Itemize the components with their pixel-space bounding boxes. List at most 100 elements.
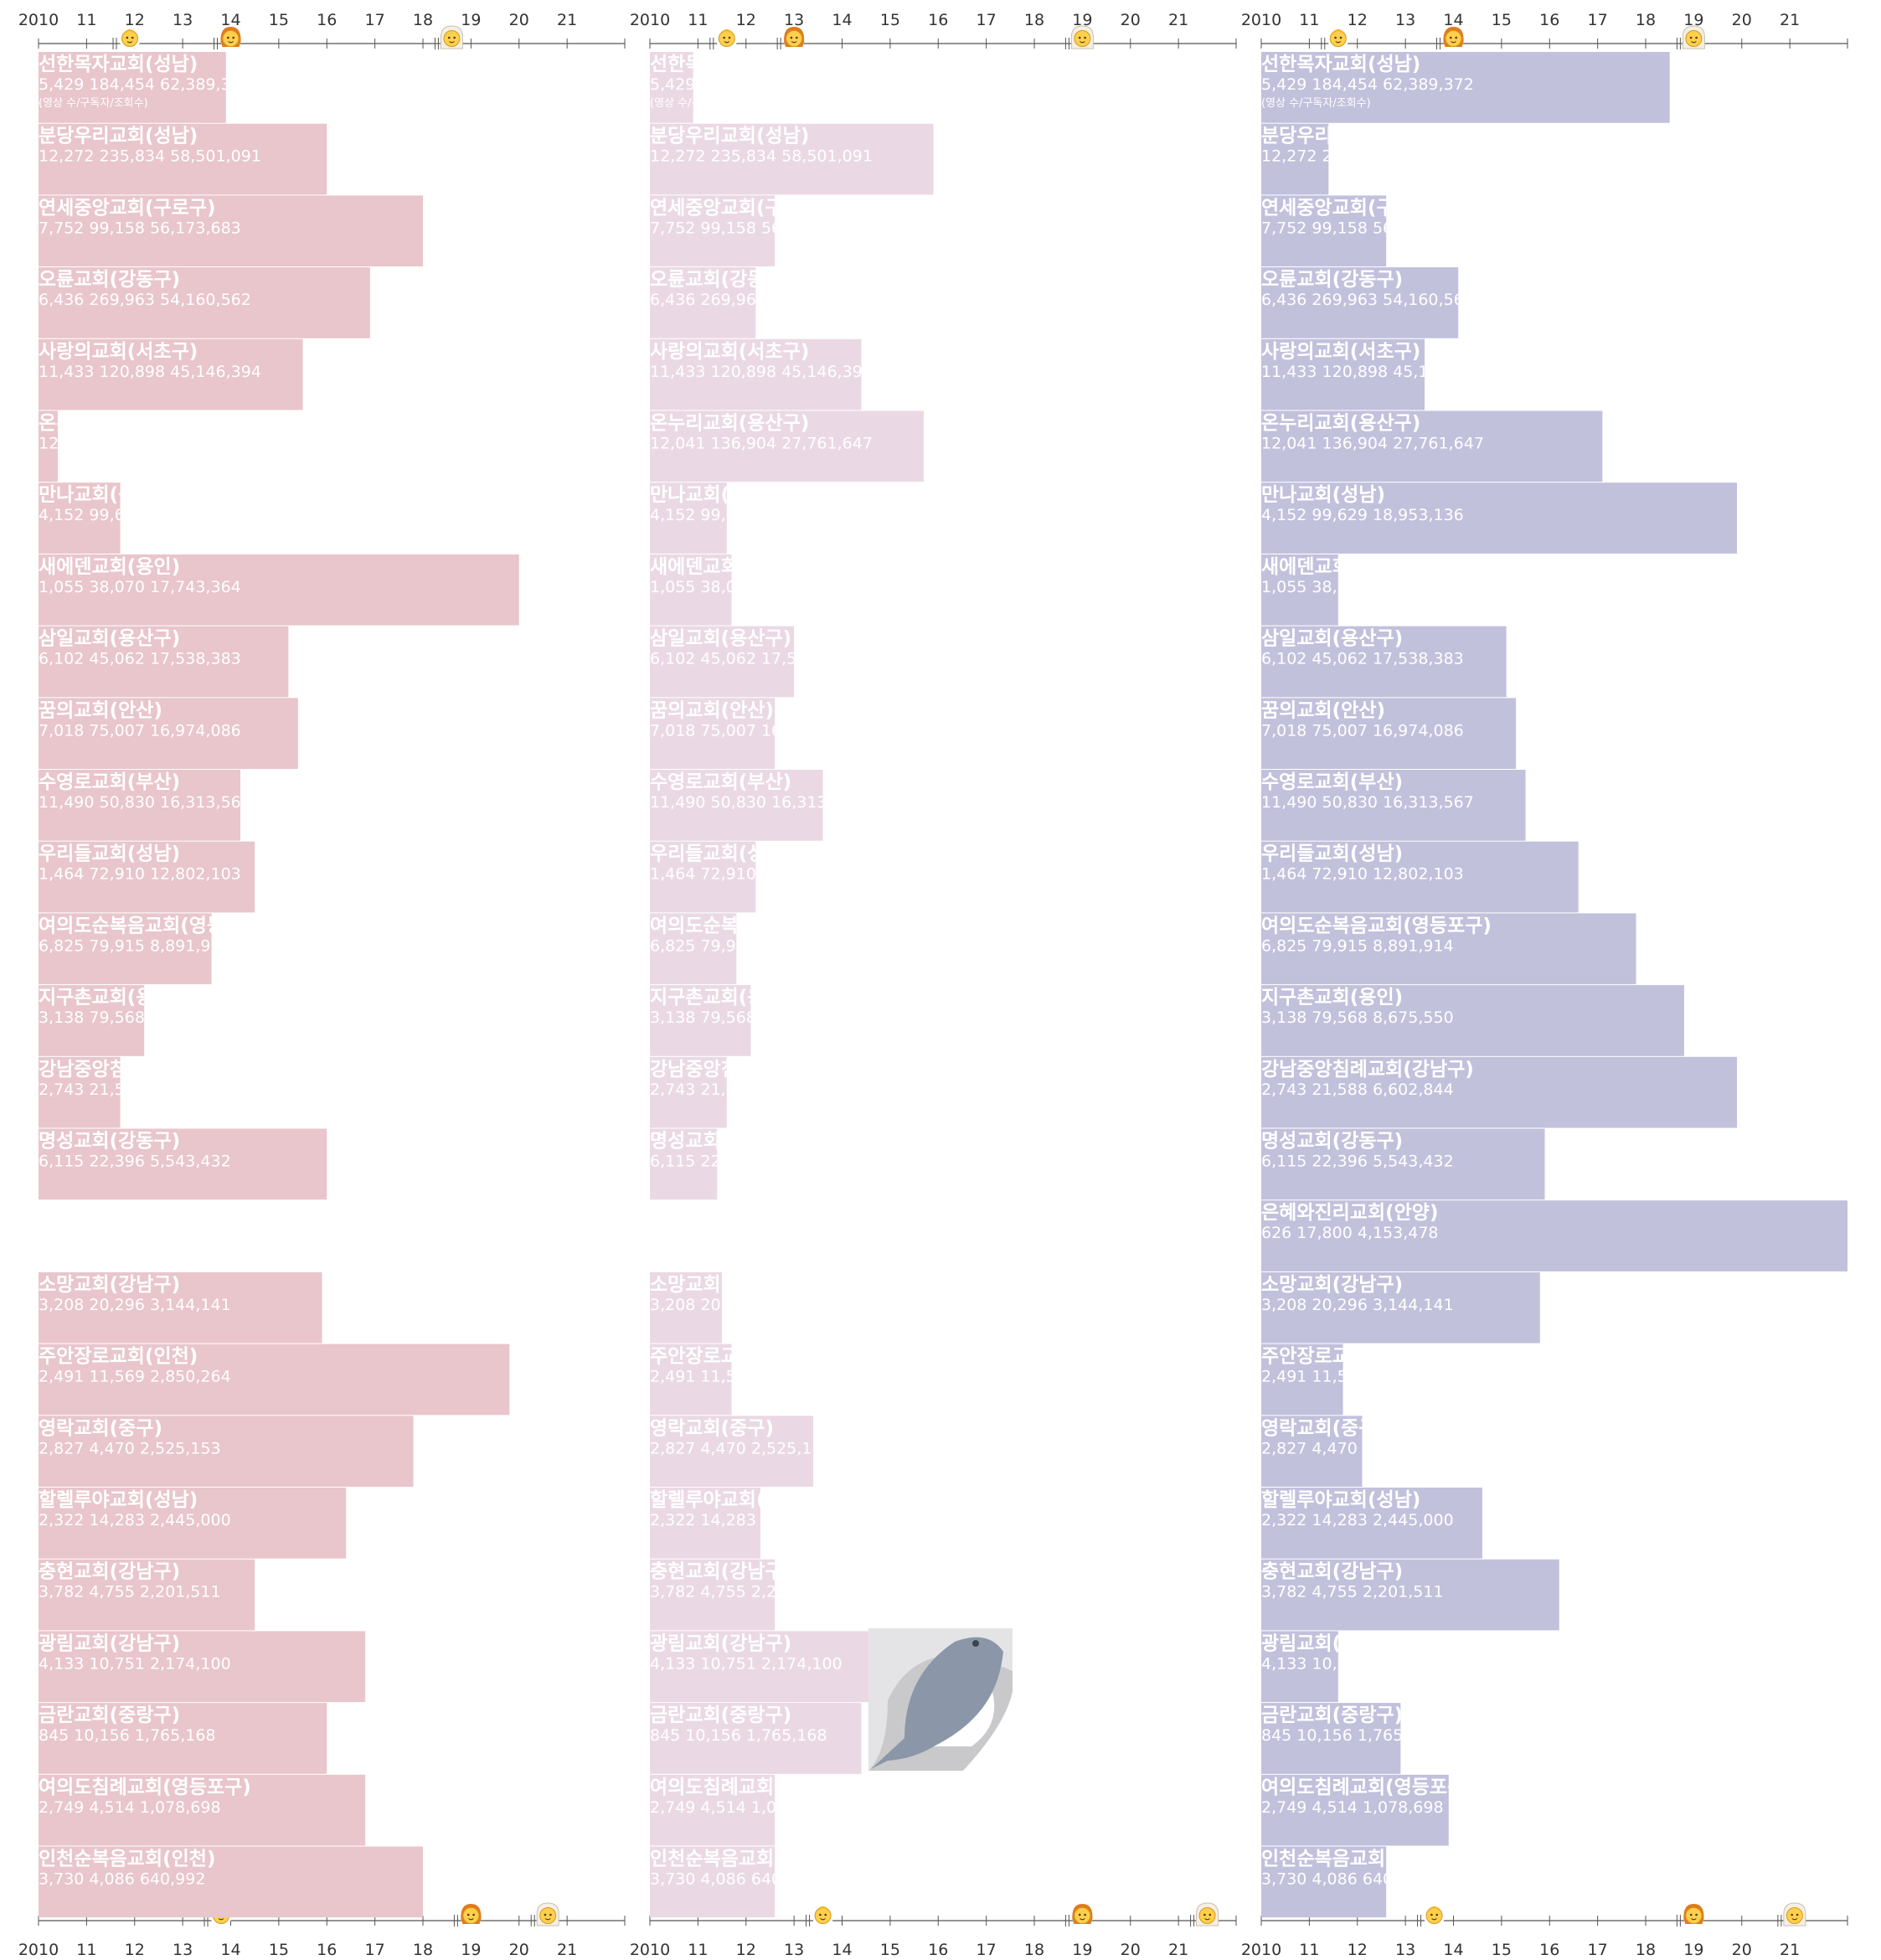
bar-group[interactable]: 금란교회(중랑구)845 10,156 1,765,168 [1261,1703,1439,1774]
bar[interactable] [39,985,145,1056]
bar-group[interactable]: 꿈의교회(안산)7,018 75,007 16,974,086 [39,698,298,769]
bar-group[interactable]: 분당우리교회(성남)12,272 235,834 58,501,091 [650,123,934,195]
bar-group[interactable]: 선한목자교회(성남)5,429 184,454 62,389,372 (영상 수/… [650,52,863,123]
bar[interactable] [650,410,925,482]
bar-group[interactable]: 인천순복음교회(인천)3,730 4,086 640,992 [650,1846,827,1918]
bar-group[interactable]: 만나교회(성남)4,152 99,629 18,953,136 [39,482,241,554]
bar[interactable] [650,1271,723,1344]
bar-group[interactable]: 수영로교회(부산)11,490 50,830 16,313,567 [1261,770,1526,841]
bar-group[interactable]: 우리들교회(성남)1,464 72,910 12,802,103 [39,841,255,913]
bar[interactable] [650,1559,776,1631]
bar[interactable] [39,1056,121,1128]
bar-group[interactable]: 충현교회(강남구)3,782 4,755 2,201,511 [650,1559,832,1631]
bar[interactable] [650,338,862,410]
bar-group[interactable]: 할렐루야교회(성남)2,322 14,283 2,445,000 [39,1488,347,1559]
bar[interactable] [1261,1703,1401,1774]
bar[interactable] [1261,1774,1449,1846]
bar-group[interactable]: 할렐루야교회(성남)2,322 14,283 2,445,000 [650,1488,843,1559]
bar[interactable] [1261,1128,1545,1200]
bar-group[interactable]: 인천순복음교회(인천)3,730 4,086 640,992 [39,1846,424,1918]
bar-group[interactable]: 명성교회(강동구)6,115 22,396 5,543,432 [39,1128,327,1200]
bar-group[interactable]: 우리들교회(성남)1,464 72,910 12,802,103 [1261,841,1579,913]
bar-group[interactable]: 은혜와진리교회(안양)626 17,800 4,153,478 [1261,1200,1848,1271]
bar[interactable] [650,698,776,769]
bar-group[interactable]: 강남중앙침례교회(강남구)2,743 21,588 6,602,844 [39,1056,251,1128]
bar[interactable] [39,1774,366,1846]
bar[interactable] [1261,267,1459,338]
bar[interactable] [39,410,58,482]
bar[interactable] [650,1488,760,1559]
bar[interactable] [650,770,823,841]
bar[interactable] [650,841,756,913]
bar[interactable] [39,626,289,698]
bar[interactable] [1261,1631,1338,1703]
bar-group[interactable]: 충현교회(강남구)3,782 4,755 2,201,511 [1261,1559,1559,1631]
bar[interactable] [39,1631,366,1703]
bar[interactable] [1261,123,1329,195]
bar-group[interactable]: 삼일교회(용산구)6,102 45,062 17,538,383 [650,626,853,698]
bar[interactable] [1261,1344,1343,1416]
bar[interactable] [1261,770,1526,841]
bar[interactable] [39,1128,327,1200]
bar-group[interactable]: 영락교회(중구)2,827 4,470 2,525,153 [650,1416,832,1487]
bar[interactable] [1261,338,1425,410]
bar-group[interactable]: 사랑의교회(서초구)11,433 120,898 45,146,394 [39,338,303,410]
bar[interactable] [650,195,776,267]
bar[interactable] [1261,1846,1387,1918]
bar-group[interactable]: 온누리교회(용산구)12,041 136,904 27,761,647 [650,410,925,482]
bar[interactable] [39,1344,510,1416]
bar-group[interactable]: 수영로교회(부산)11,490 50,830 16,313,567 [650,770,863,841]
bar-group[interactable]: 여의도침례교회(영등포구)2,749 4,514 1,078,698 [1261,1774,1474,1846]
bar[interactable] [1261,1056,1738,1128]
bar-group[interactable]: 우리들교회(성남)1,464 72,910 12,802,103 [650,841,853,913]
bar[interactable] [39,1416,414,1487]
bar[interactable] [650,1056,727,1128]
bar-group[interactable]: 꿈의교회(안산)7,018 75,007 16,974,086 [1261,698,1517,769]
bar-group[interactable]: 할렐루야교회(성남)2,322 14,283 2,445,000 [1261,1488,1482,1559]
bar-group[interactable]: 연세중앙교회(구로구)7,752 99,158 56,173,683 [1261,195,1464,267]
bar-group[interactable]: 오륜교회(강동구)6,436 269,963 54,160,562 [650,267,863,338]
bar-group[interactable]: 연세중앙교회(구로구)7,752 99,158 56,173,683 [650,195,853,267]
bar[interactable] [39,338,303,410]
bar[interactable] [1261,554,1338,626]
bar[interactable] [650,1703,862,1774]
bar-group[interactable]: 충현교회(강남구)3,782 4,755 2,201,511 [39,1559,255,1631]
bar[interactable] [650,985,751,1056]
bar[interactable] [39,1846,424,1918]
bar[interactable] [650,123,934,195]
bar[interactable] [650,1128,718,1200]
bar-group[interactable]: 여의도순복음교회(영등포구)6,825 79,915 8,891,914 [1261,913,1636,985]
bar[interactable] [39,1559,255,1631]
bar-group[interactable]: 광림교회(강남구)4,133 10,751 2,174,100 [1261,1631,1454,1703]
bar-group[interactable]: 금란교회(중랑구)845 10,156 1,765,168 [39,1703,327,1774]
bar[interactable] [39,1488,347,1559]
bar-group[interactable]: 온누리교회(용산구)12,041 136,904 27,761,647 [39,410,261,482]
bar-group[interactable]: 강남중앙침례교회(강남구)2,743 21,588 6,602,844 [1261,1056,1738,1128]
bar-group[interactable]: 새에덴교회(용인)1,055 38,070 17,743,364 [650,554,853,626]
bar-group[interactable]: 연세중앙교회(구로구)7,752 99,158 56,173,683 [39,195,424,267]
bar[interactable] [39,770,240,841]
bar-group[interactable]: 삼일교회(용산구)6,102 45,062 17,538,383 [39,626,289,698]
bar-group[interactable]: 명성교회(강동구)6,115 22,396 5,543,432 [650,1128,843,1200]
bar[interactable] [650,554,732,626]
bar-group[interactable]: 새에덴교회(용인)1,055 38,070 17,743,364 [1261,554,1464,626]
bar[interactable] [1261,985,1684,1056]
bar[interactable] [39,123,327,195]
bar-group[interactable]: 명성교회(강동구)6,115 22,396 5,543,432 [1261,1128,1545,1200]
bar-group[interactable]: 지구촌교회(용인)3,138 79,568 8,675,550 [39,985,231,1056]
bar-group[interactable]: 소망교회(강남구)3,208 20,296 3,144,141 [650,1271,843,1344]
bar[interactable] [650,482,727,554]
bar-group[interactable]: 인천순복음교회(인천)3,730 4,086 640,992 [1261,1846,1438,1918]
bar-group[interactable]: 사랑의교회(서초구)11,433 120,898 45,146,394 [1261,338,1484,410]
bar-group[interactable]: 분당우리교회(성남)12,272 235,834 58,501,091 [39,123,327,195]
bar[interactable] [650,626,795,698]
bar[interactable] [1261,626,1507,698]
bar[interactable] [39,841,255,913]
bar-group[interactable]: 소망교회(강남구)3,208 20,296 3,144,141 [39,1271,322,1344]
bar-group[interactable]: 지구촌교회(용인)3,138 79,568 8,675,550 [1261,985,1684,1056]
bar[interactable] [650,1344,732,1416]
bar[interactable] [1261,913,1636,985]
bar-group[interactable]: 온누리교회(용산구)12,041 136,904 27,761,647 [1261,410,1603,482]
bar[interactable] [1261,841,1579,913]
bar[interactable] [1261,1200,1848,1271]
